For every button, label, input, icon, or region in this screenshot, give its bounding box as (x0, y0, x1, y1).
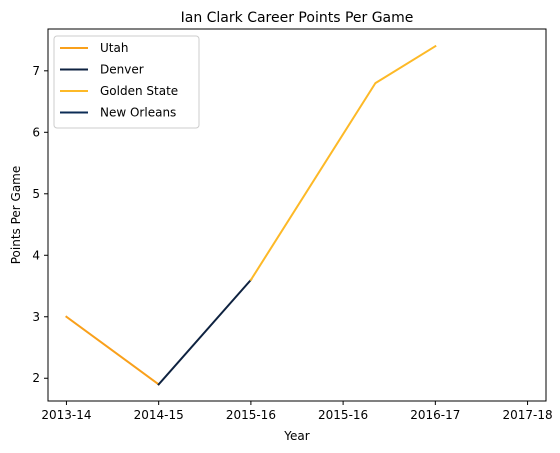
legend: Utah Denver Golden State New Orleans (53, 35, 200, 129)
legend-label-utah: Utah (100, 41, 128, 55)
x-tick-label: 2015-16 (226, 408, 276, 422)
x-tick-label: 2014-15 (134, 408, 184, 422)
plot-area (47, 28, 547, 402)
y-tick-label: 4 (32, 248, 40, 262)
series-lines (65, 44, 437, 386)
x-tick-label: 2015-16 (318, 408, 368, 422)
y-tick-label: 5 (32, 187, 40, 201)
legend-label-golden-state: Golden State (100, 84, 178, 98)
x-tick-label: 2017-18 (502, 408, 552, 422)
legend-label-new-orleans: New Orleans (100, 106, 176, 120)
chart-title: Ian Clark Career Points Per Game (181, 10, 414, 26)
x-tick-label: 2013-14 (41, 408, 91, 422)
y-axis: 2 3 4 5 6 7 (32, 64, 48, 385)
series-line-utah (65, 315, 161, 386)
y-axis-label: Points Per Game (9, 166, 23, 265)
y-tick-label: 7 (32, 64, 40, 78)
series-line-golden-state (249, 44, 437, 282)
y-tick-label: 6 (32, 125, 40, 139)
legend-box (53, 35, 200, 129)
legend-label-denver: Denver (100, 63, 144, 77)
x-axis-label: Year (283, 429, 309, 443)
x-axis: 2013-14 2014-15 2015-16 2015-16 2016-17 2017-… (41, 401, 553, 422)
y-tick-label: 3 (32, 310, 40, 324)
x-tick-label: 2016-17 (410, 408, 460, 422)
y-tick-label: 2 (32, 371, 40, 385)
series-line-denver (157, 278, 253, 386)
